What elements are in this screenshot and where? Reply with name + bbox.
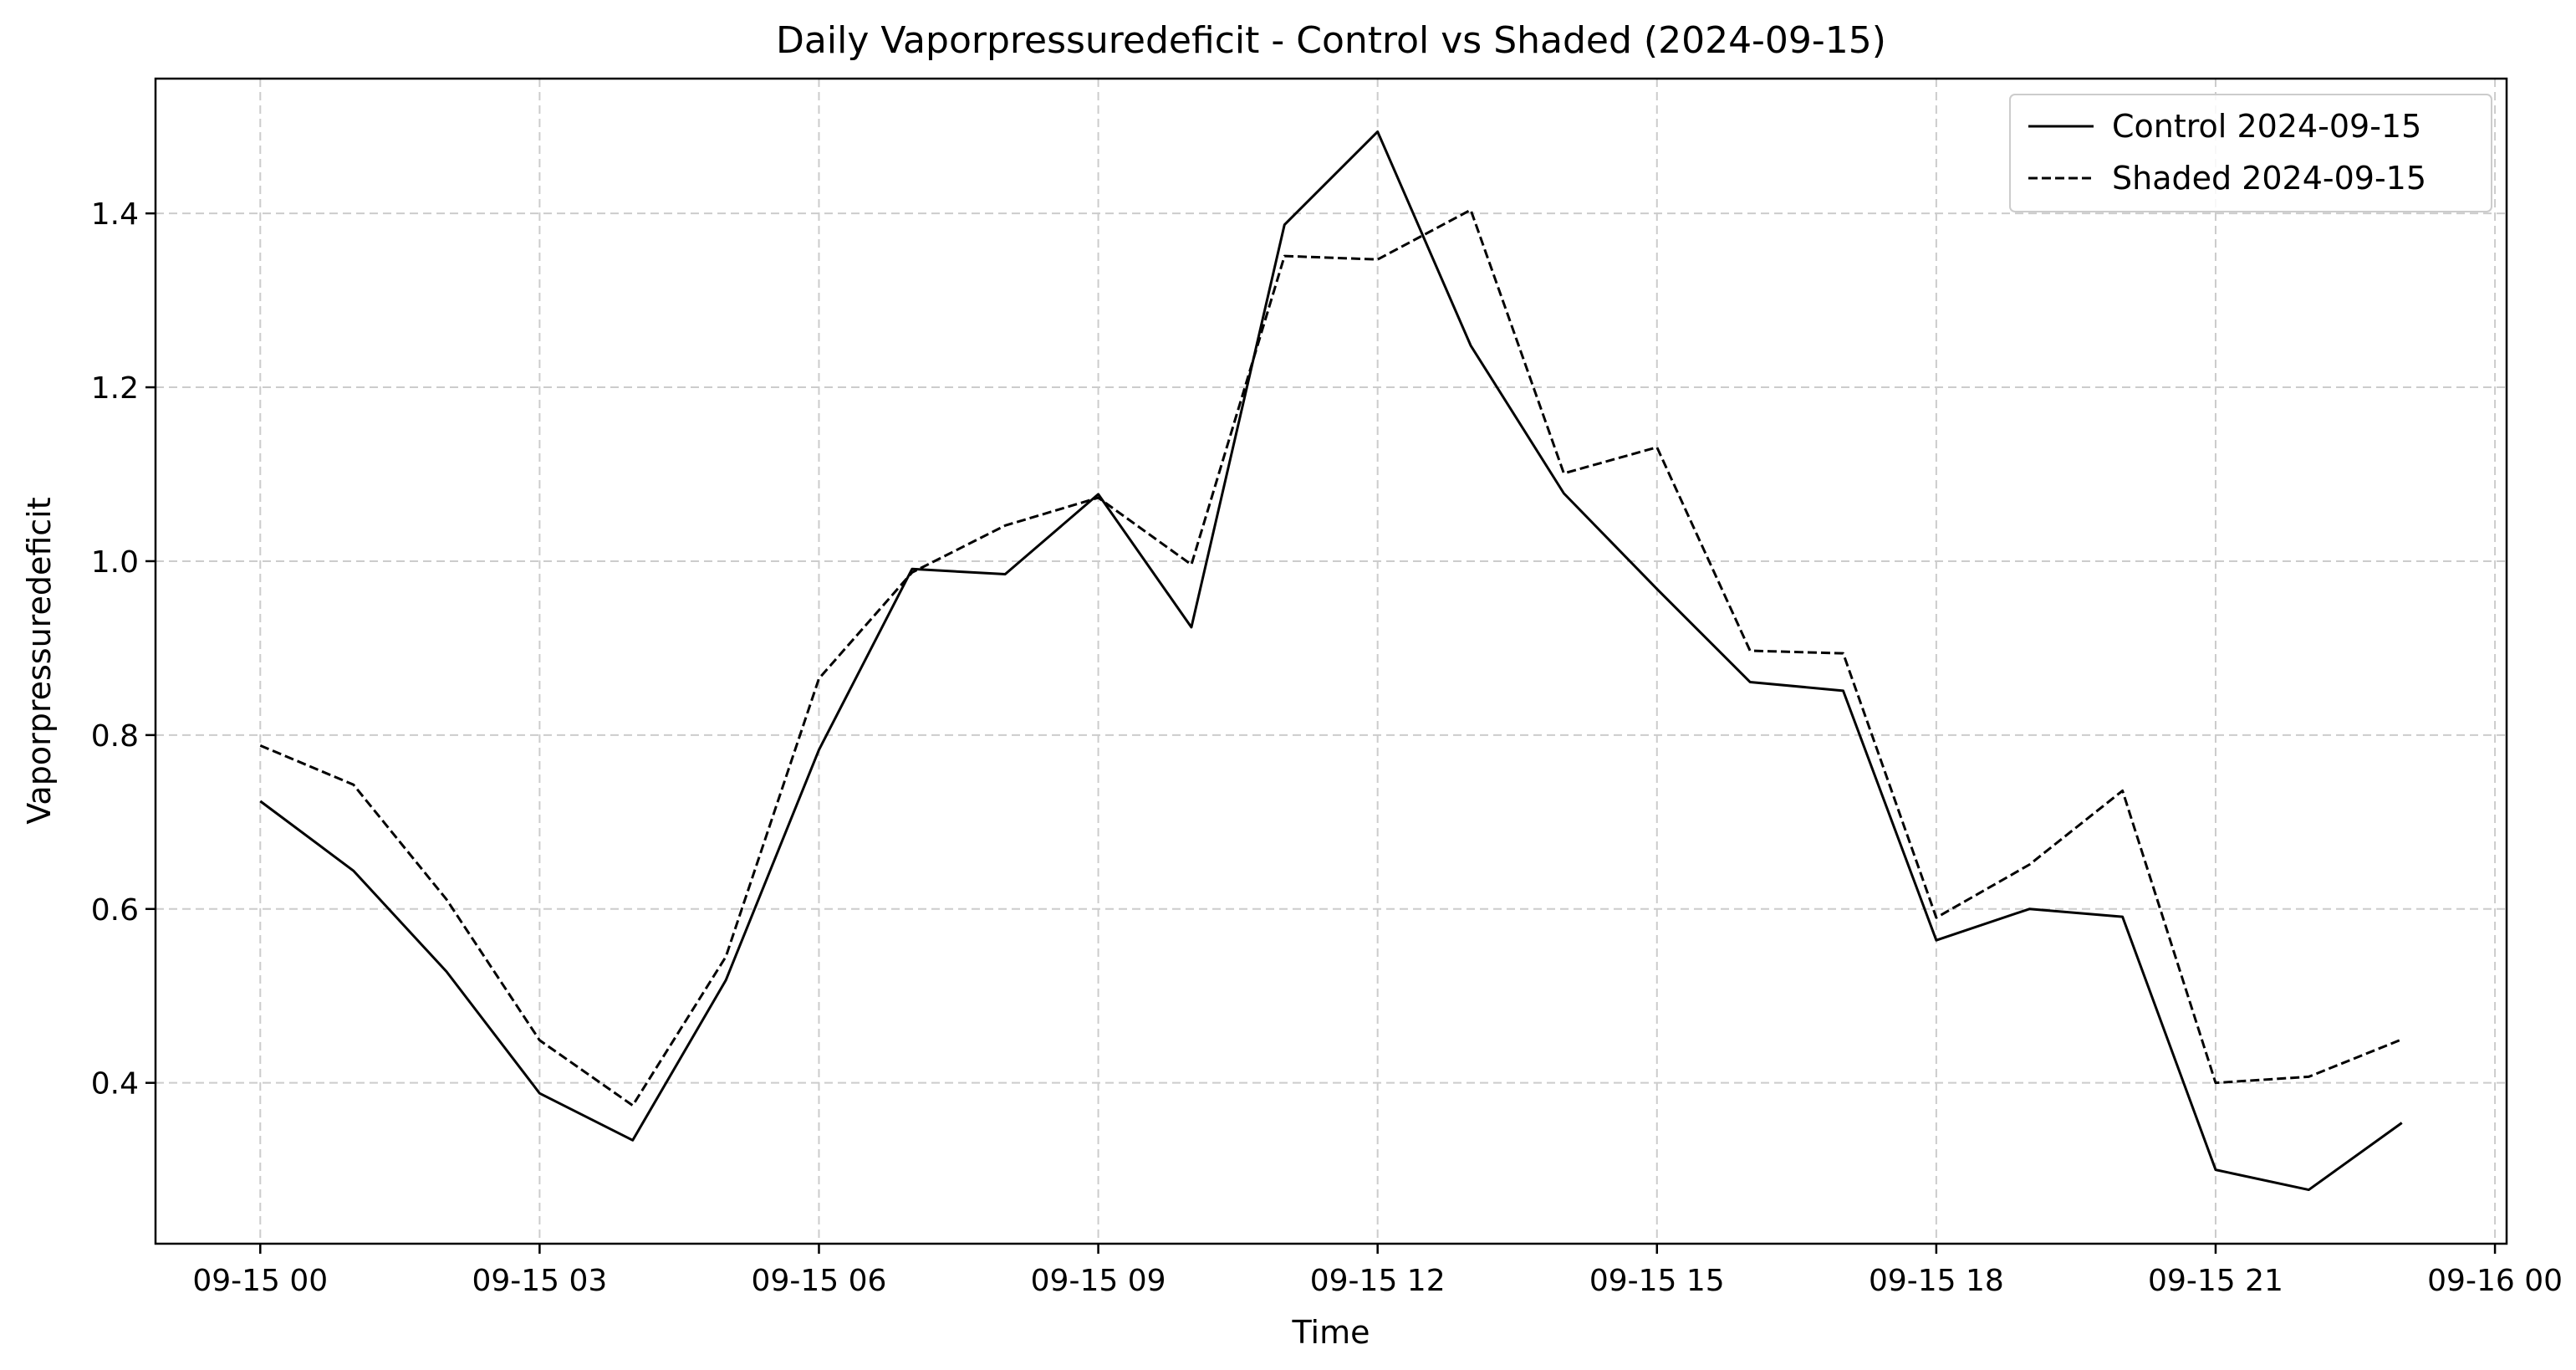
x-tick-label: 09-15 15 <box>1589 1264 1725 1298</box>
y-tick-label: 1.4 <box>91 197 139 232</box>
x-tick-label: 09-15 09 <box>1031 1264 1166 1298</box>
legend-label: Shaded 2024-09-15 <box>2112 160 2426 197</box>
y-tick-label: 0.8 <box>91 719 139 754</box>
x-axis-label: Time <box>1292 1314 1370 1351</box>
chart-title: Daily Vaporpressuredeficit - Control vs … <box>776 19 1886 62</box>
y-tick-label: 1.2 <box>91 371 139 406</box>
y-tick-label: 0.6 <box>91 893 139 928</box>
series-line-shaded <box>259 208 2403 1107</box>
x-tick-label: 09-16 00 <box>2427 1264 2563 1298</box>
legend-box <box>2009 94 2492 212</box>
plot-frame <box>154 77 2508 1245</box>
x-tick-label: 09-15 00 <box>192 1264 328 1298</box>
grid-lines <box>156 79 2507 1244</box>
y-tick-label: 1.0 <box>91 545 139 580</box>
y-tick-label: 0.4 <box>91 1067 139 1102</box>
x-tick-label: 09-15 12 <box>1310 1264 1446 1298</box>
series-line-control <box>259 130 2403 1192</box>
x-tick-label: 09-15 03 <box>472 1264 607 1298</box>
series-group <box>259 130 2403 1192</box>
x-axis: 09-15 00 09-15 03 09-15 06 09-15 09 09-15 12… <box>192 1244 2563 1298</box>
x-tick-label: 09-15 18 <box>1869 1264 2004 1298</box>
x-tick-label: 09-15 06 <box>752 1264 887 1298</box>
y-axis-label: Vaporpressuredeficit <box>21 497 58 824</box>
y-axis: 0.4 0.6 0.8 1.0 1.2 1.4 <box>91 197 156 1102</box>
x-tick-label: 09-15 21 <box>2148 1264 2283 1298</box>
legend-label: Control 2024-09-15 <box>2112 108 2421 145</box>
legend: Control 2024-09-15 Shaded 2024-09-15 <box>2009 94 2492 212</box>
